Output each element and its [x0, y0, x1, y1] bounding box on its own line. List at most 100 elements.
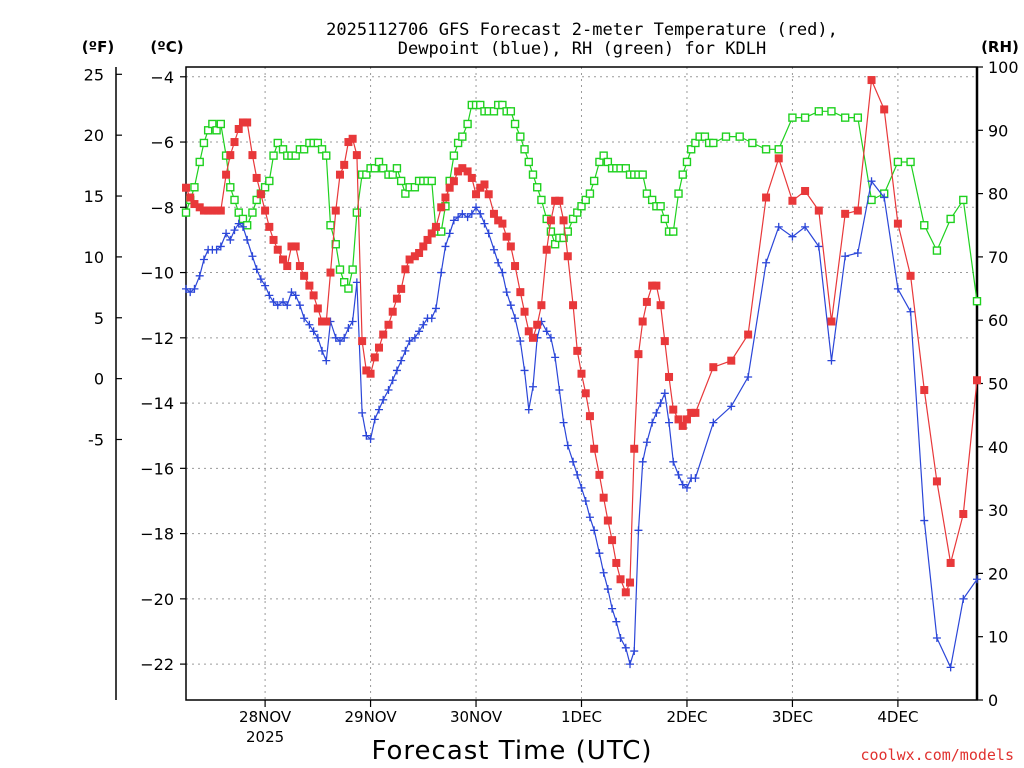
- rh-point: [427, 176, 436, 186]
- temperature-point: [827, 317, 836, 326]
- temperature-point: [480, 180, 489, 189]
- temperature-point: [678, 421, 687, 430]
- dewpoint-point: [788, 232, 797, 241]
- temperature-point: [252, 173, 261, 182]
- celsius-tick-label: −12: [140, 329, 174, 348]
- rh-point: [686, 145, 696, 154]
- temperature-point: [489, 209, 498, 218]
- temperature-point: [204, 206, 213, 215]
- temperature-point: [853, 206, 862, 215]
- dewpoint-point: [190, 284, 199, 293]
- rh-point: [946, 214, 955, 224]
- plot-frame: [185, 66, 978, 701]
- temperature-point: [186, 193, 195, 202]
- dewpoint-point: [585, 513, 594, 522]
- temperature-point: [630, 444, 639, 453]
- rh-point: [299, 145, 309, 154]
- dewpoint-point: [467, 209, 476, 218]
- dewpoint-point: [230, 226, 239, 235]
- temperature-point: [234, 124, 243, 133]
- rh-point: [265, 176, 274, 186]
- temperature-point: [348, 134, 357, 143]
- x-tick-label: 28NOV: [239, 708, 292, 726]
- temperature-point: [537, 301, 546, 310]
- temperature-point: [559, 216, 568, 225]
- temperature-point: [243, 118, 252, 127]
- rh-point: [840, 113, 850, 122]
- rh-point: [238, 214, 248, 224]
- temperature-point: [190, 200, 199, 209]
- dewpoint-point: [528, 382, 537, 391]
- dewpoint-point: [691, 474, 700, 483]
- temperature-point: [841, 209, 850, 218]
- rh-unit-label: (RH): [981, 38, 1019, 56]
- rh-point: [348, 265, 357, 274]
- gridlines: [186, 67, 977, 700]
- rh-point: [195, 157, 204, 167]
- temperature-point: [358, 337, 367, 346]
- temperature-point: [458, 164, 467, 173]
- rh-point: [682, 157, 692, 167]
- dewpoint-point: [199, 255, 208, 264]
- rh-point: [322, 151, 331, 160]
- x-tick-label: 2DEC: [666, 708, 707, 726]
- temperature-point: [222, 170, 231, 179]
- rh-point: [516, 132, 525, 141]
- temperature-point: [599, 493, 608, 502]
- temperature-point: [313, 304, 322, 313]
- dewpoint-point: [222, 229, 231, 238]
- fahrenheit-tick-label: 0: [94, 370, 104, 389]
- temperature-point: [344, 138, 353, 147]
- rh-point: [932, 246, 942, 255]
- dewpoint-point: [273, 301, 282, 310]
- temperature-point: [498, 219, 507, 228]
- temperature-point: [506, 242, 515, 251]
- dewpoint-point: [216, 242, 225, 251]
- rh-point: [449, 151, 459, 160]
- temperature-point: [199, 206, 208, 215]
- temperature-point: [449, 177, 458, 186]
- rh-point: [603, 157, 613, 167]
- dewpoint-point: [516, 337, 525, 346]
- dewpoint-point: [612, 617, 621, 626]
- rh-point: [959, 195, 968, 205]
- temperature-point: [273, 245, 282, 254]
- temperature-point: [256, 190, 265, 199]
- temperature-point: [463, 167, 472, 176]
- temperature-line: [185, 77, 978, 594]
- temperature-point: [744, 330, 753, 339]
- dewpoint-point: [590, 526, 599, 535]
- temperature-point: [516, 288, 525, 297]
- dewpoint-point: [920, 516, 929, 525]
- rh-point: [748, 138, 757, 148]
- celsius-axis: −4 −6 −8 −10 −12 −14 −16 −18 −20 −22: [140, 68, 186, 674]
- dewpoint-point: [384, 386, 393, 395]
- temperature-point: [454, 167, 463, 176]
- celsius-tick-label: −22: [140, 655, 174, 674]
- dewpoint-point: [269, 297, 278, 306]
- rh-point: [437, 227, 446, 236]
- dewpoint-point: [476, 209, 485, 218]
- dewpoint-point: [252, 265, 261, 274]
- rh-point: [546, 227, 556, 236]
- dewpoint-point: [634, 526, 643, 535]
- celsius-tick-label: −6: [150, 133, 174, 152]
- rh-point: [510, 119, 520, 129]
- dewpoint-point: [484, 229, 493, 238]
- dewpoint-point: [546, 333, 555, 342]
- dewpoint-point: [313, 333, 322, 342]
- dewpoint-point: [238, 222, 247, 231]
- dewpoint-point: [551, 353, 560, 362]
- dewpoint-point: [569, 457, 578, 466]
- temperature-point: [375, 343, 384, 352]
- dewpoint-point: [616, 634, 625, 643]
- dewpoint-point: [973, 575, 981, 584]
- dewpoint-point: [630, 647, 639, 656]
- temperature-point: [195, 203, 204, 212]
- temperature-point: [603, 516, 612, 525]
- rh-point: [374, 157, 384, 167]
- rh-point: [476, 100, 485, 110]
- rh-point: [203, 126, 213, 135]
- temperature-point: [379, 330, 388, 339]
